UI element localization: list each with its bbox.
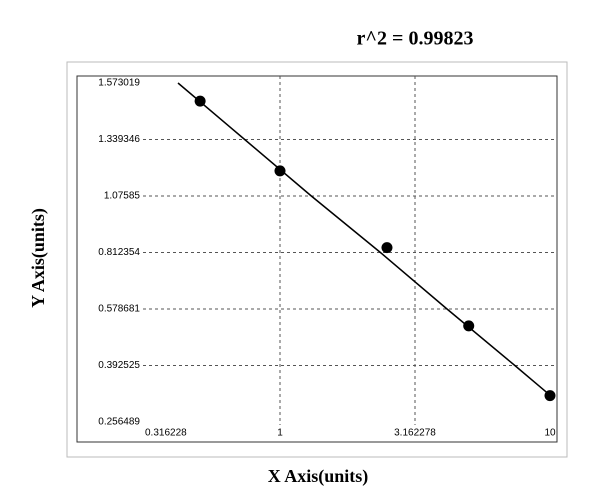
fit-line	[177, 82, 551, 396]
data-point	[463, 320, 475, 332]
x-tick-label: 0.316228	[145, 428, 187, 439]
y-tick-label: 1.339346	[98, 134, 140, 145]
x-tick-label: 3.162278	[394, 428, 436, 439]
y-tick-label: 0.392525	[98, 360, 140, 371]
plot-frame	[76, 75, 558, 443]
data-point	[274, 165, 286, 177]
chart-title: r^2 = 0.99823	[357, 28, 474, 50]
x-tick-label: 1	[277, 428, 283, 439]
data-point	[381, 242, 393, 254]
y-axis-label: Y Axis(units)	[28, 208, 49, 308]
y-tick-label: 1.07585	[104, 191, 141, 202]
y-tick-label: 0.578681	[98, 304, 140, 315]
data-point	[194, 95, 206, 107]
y-tick-label: 0.256489	[98, 417, 140, 428]
y-tick-label: 0.812354	[98, 247, 140, 258]
y-tick-label: 1.573019	[98, 78, 140, 89]
x-axis-label: X Axis(units)	[268, 466, 369, 487]
x-tick-label: 10	[544, 428, 556, 439]
data-point	[544, 390, 556, 402]
